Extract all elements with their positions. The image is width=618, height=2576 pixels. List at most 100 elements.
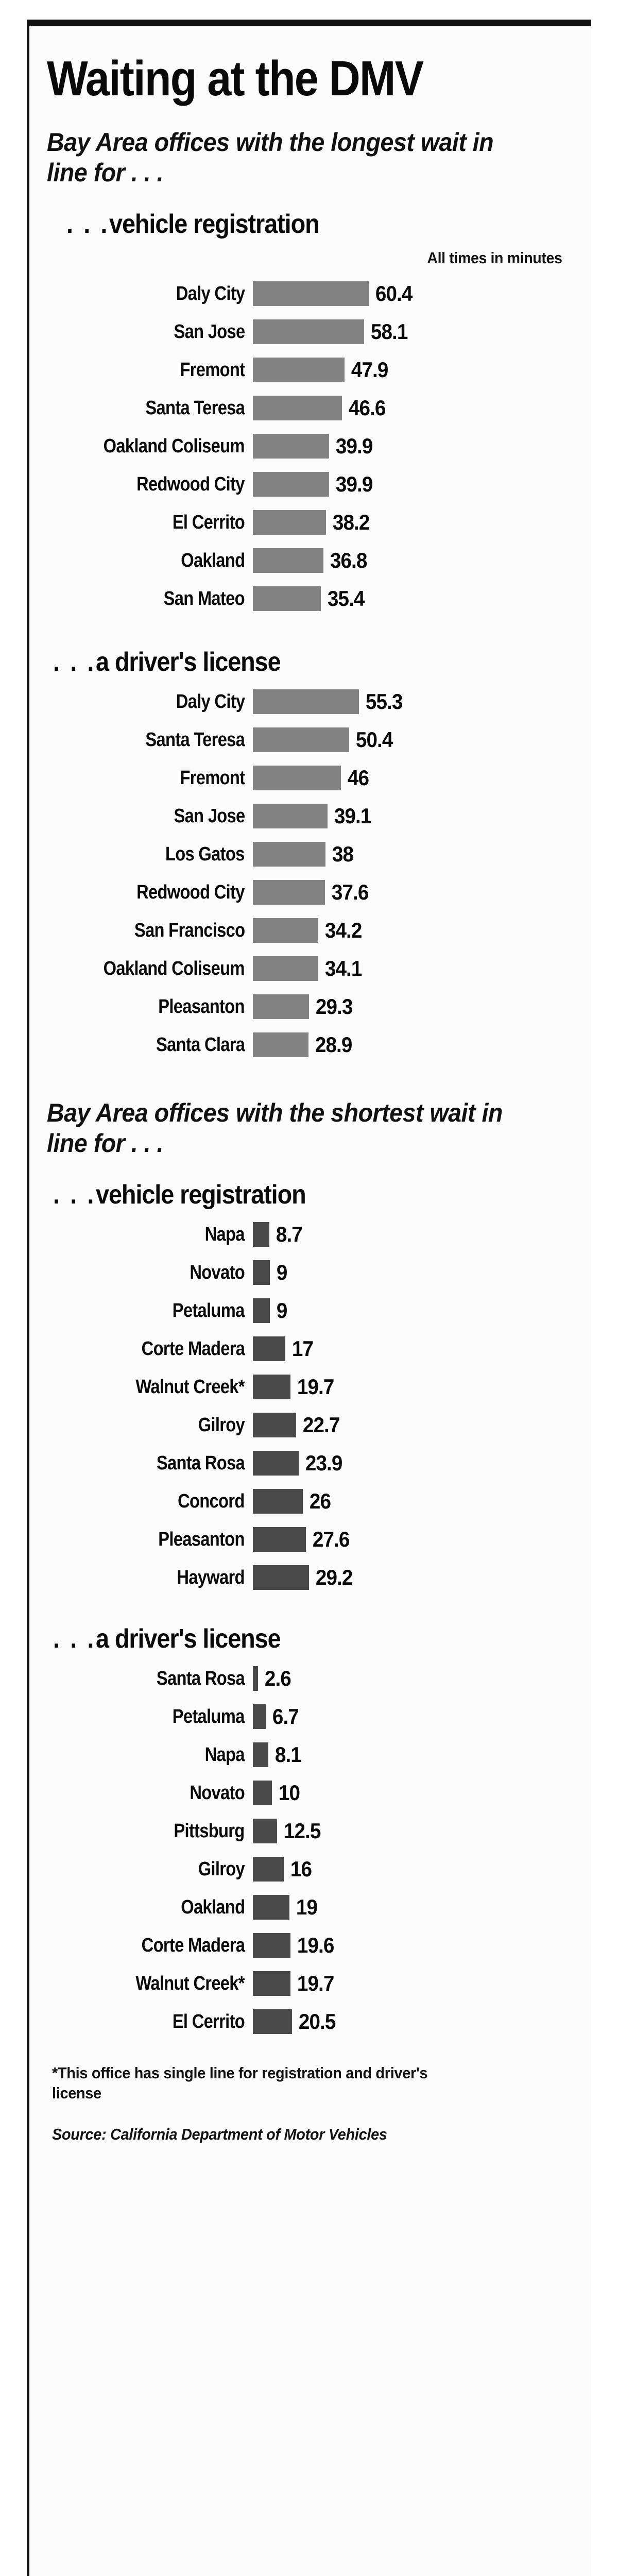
bar-row-label: Fremont: [47, 359, 253, 381]
bar: [253, 1260, 270, 1285]
bar-row: Gilroy 22.7: [47, 1406, 571, 1444]
bar-value-label: 26: [309, 1489, 331, 1513]
bar: [253, 358, 345, 382]
bar-row-label-text: Fremont: [180, 359, 245, 381]
ellipsis-prefix: . . .: [53, 647, 96, 677]
bar-value-label: 50.4: [356, 727, 393, 752]
section-heading-text: a driver's license: [96, 1624, 281, 1654]
bar-row-label: Novato: [47, 1262, 253, 1284]
bar-row-label: Pleasanton: [47, 996, 253, 1018]
bar: [253, 472, 330, 497]
bar-value-label: 23.9: [305, 1451, 342, 1475]
bar: [253, 2009, 293, 2034]
bar-row-label: Novato: [47, 1782, 253, 1804]
bar: [253, 1781, 272, 1805]
bar-row-label: Petaluma: [47, 1706, 253, 1728]
bar-row-label-text: Redwood City: [136, 881, 245, 903]
bar-row: Novato 10: [47, 1774, 571, 1812]
bar-row-label: Gilroy: [47, 1414, 253, 1436]
bar-row-label: Santa Teresa: [47, 729, 253, 751]
bar-row-label-text: Novato: [190, 1261, 245, 1283]
bar: [253, 918, 319, 943]
bar: [253, 689, 359, 714]
bar-row: Oakland Coliseum 34.1: [47, 950, 571, 988]
bar-row-label-text: Daly City: [176, 282, 245, 304]
bar: [253, 1666, 258, 1691]
bar: [253, 510, 327, 535]
bar: [253, 1971, 291, 1996]
bar-row: Santa Rosa 23.9: [47, 1444, 571, 1482]
bar-row-label: Oakland Coliseum: [47, 958, 253, 980]
bar-row: Concord 26: [47, 1482, 571, 1520]
bar-row: Los Gatos 38: [47, 835, 571, 873]
bar: [253, 1375, 291, 1399]
bar-row-label-text: San Jose: [173, 320, 245, 343]
bar-value-label: 29.3: [315, 994, 353, 1019]
bar-row: Santa Teresa 46.6: [47, 389, 571, 427]
bar-row-label: Santa Teresa: [47, 397, 253, 419]
bar-value-label: 47.9: [351, 358, 388, 382]
bar-row-label-text: Daly City: [176, 690, 245, 713]
bar-row-label: El Cerrito: [47, 2011, 253, 2033]
bar-row-label-text: Santa Rosa: [156, 1452, 245, 1474]
bar-row: Santa Teresa 50.4: [47, 721, 571, 759]
bar-row-label: San Jose: [47, 321, 253, 343]
bar-row-label-text: El Cerrito: [172, 2010, 245, 2032]
bar-row-label-text: Napa: [204, 1743, 245, 1766]
bar-row: Gilroy 16: [47, 1850, 571, 1888]
bar-row-label-text: Walnut Creek*: [135, 1376, 245, 1398]
bar-row: Walnut Creek* 19.7: [47, 1368, 571, 1406]
ellipsis-prefix: . . .: [66, 209, 110, 239]
bar-row: Corte Madera 17: [47, 1330, 571, 1368]
bar-row-label-text: Petaluma: [173, 1705, 245, 1727]
bar: [253, 1489, 303, 1514]
bar-value-label: 19: [296, 1895, 318, 1919]
bar-row-label-text: Pittsburg: [174, 1820, 245, 1842]
bar: [253, 956, 318, 981]
bar-row: Oakland 36.8: [47, 541, 571, 580]
bar-chart-shortest-vehicle-registration: Napa 8.7 Novato 9 Petaluma 9 Corte Madera 17 Wal…: [47, 1215, 571, 1597]
bar-row-label: Redwood City: [47, 473, 253, 496]
page-title: Waiting at the DMV: [47, 51, 424, 106]
bar-value-label: 8.1: [275, 1742, 302, 1767]
bar-row-label-text: San Jose: [173, 805, 245, 827]
bar-row-label-text: Hayward: [177, 1566, 245, 1588]
section-heading-text: vehicle registration: [96, 1180, 306, 1210]
bar: [253, 548, 323, 573]
bar-row-label-text: Santa Clara: [156, 1033, 245, 1056]
bar-row: Redwood City 39.9: [47, 465, 571, 503]
bar-row: Daly City 55.3: [47, 683, 571, 721]
bar: [253, 880, 325, 905]
bar: [253, 727, 350, 752]
bar-row-label: San Jose: [47, 805, 253, 827]
deck-longest-wait: Bay Area offices with the longest wait i…: [47, 128, 494, 187]
bar-row-label-text: Fremont: [180, 767, 245, 789]
bar-row-label: Napa: [47, 1744, 253, 1766]
bar-row-label-text: Corte Madera: [141, 1934, 245, 1956]
bar-row: Napa 8.1: [47, 1736, 571, 1774]
bar: [253, 1222, 270, 1247]
bar-row-label: Pittsburg: [47, 1820, 253, 1842]
bar-row-label: Daly City: [47, 283, 253, 305]
bar: [253, 1413, 297, 1437]
bar-value-label: 19.6: [297, 1933, 334, 1957]
bar-row-label: San Mateo: [47, 588, 253, 610]
bar-row-label: Oakland: [47, 1896, 253, 1919]
bar-row-label: Oakland: [47, 550, 253, 572]
bar-value-label: 20.5: [299, 2009, 336, 2033]
bar-row-label-text: Oakland: [180, 1896, 245, 1918]
bar-value-label: 10: [279, 1781, 300, 1805]
bar-value-label: 38.2: [332, 510, 370, 534]
section-heading-text: a driver's license: [96, 647, 281, 677]
bar-row: Fremont 47.9: [47, 351, 571, 389]
bar-value-label: 37.6: [331, 880, 369, 904]
bar: [253, 1895, 289, 1920]
bar-value-label: 46: [347, 766, 369, 790]
bar-value-label: 29.2: [315, 1565, 353, 1589]
bar-row-label-text: Concord: [178, 1490, 245, 1512]
bar-row-label-text: Pleasanton: [158, 995, 245, 1018]
bar-row-label: Napa: [47, 1224, 253, 1246]
bar-value-label: 12.5: [283, 1819, 320, 1843]
bar-value-label: 36.8: [330, 548, 367, 572]
bar-row-label: Petaluma: [47, 1300, 253, 1322]
